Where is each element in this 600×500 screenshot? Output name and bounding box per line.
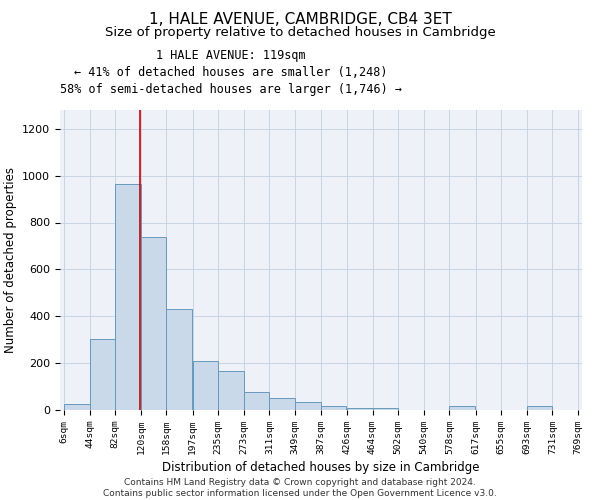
Bar bbox=[193, 361, 218, 410]
Bar bbox=[373, 408, 398, 410]
Bar bbox=[64, 404, 89, 410]
Bar bbox=[320, 406, 346, 410]
Bar bbox=[295, 402, 320, 410]
Bar bbox=[166, 309, 192, 410]
Bar bbox=[244, 392, 269, 410]
Bar bbox=[347, 408, 373, 410]
Bar bbox=[115, 184, 141, 410]
Bar bbox=[218, 372, 244, 410]
Bar bbox=[449, 406, 475, 410]
X-axis label: Distribution of detached houses by size in Cambridge: Distribution of detached houses by size … bbox=[162, 461, 480, 474]
Text: Contains HM Land Registry data © Crown copyright and database right 2024.
Contai: Contains HM Land Registry data © Crown c… bbox=[103, 478, 497, 498]
Text: 1 HALE AVENUE: 119sqm
← 41% of detached houses are smaller (1,248)
58% of semi-d: 1 HALE AVENUE: 119sqm ← 41% of detached … bbox=[60, 49, 402, 96]
Bar bbox=[269, 398, 295, 410]
Bar bbox=[527, 406, 553, 410]
Text: 1, HALE AVENUE, CAMBRIDGE, CB4 3ET: 1, HALE AVENUE, CAMBRIDGE, CB4 3ET bbox=[149, 12, 451, 28]
Text: Size of property relative to detached houses in Cambridge: Size of property relative to detached ho… bbox=[104, 26, 496, 39]
Y-axis label: Number of detached properties: Number of detached properties bbox=[4, 167, 17, 353]
Bar bbox=[89, 338, 115, 410]
Bar bbox=[141, 236, 166, 410]
